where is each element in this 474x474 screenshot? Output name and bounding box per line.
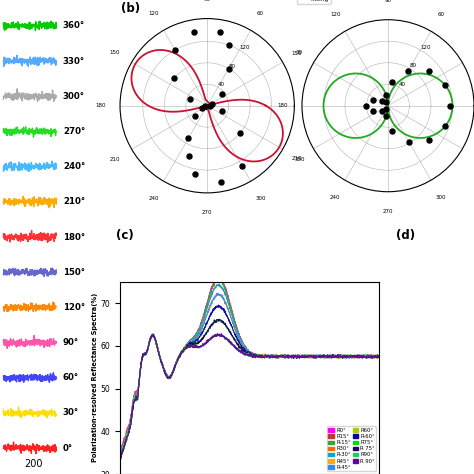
Text: 180°: 180° [63,233,85,242]
Point [186,96,193,103]
Text: 330°: 330° [63,56,85,65]
Legend: R0°, R15°, R-15°, R30°, R-30°, R45°, R-45°, R60°, R-60°, R75°, R 75°, R90°, R 90: R0°, R15°, R-15°, R30°, R-30°, R45°, R-4… [327,426,376,471]
Point [425,137,433,144]
Point [378,107,386,115]
Text: (c): (c) [116,229,134,242]
Text: 90°: 90° [63,338,79,347]
Point [383,112,390,120]
Point [378,97,386,104]
Text: 30°: 30° [63,409,79,418]
Point [185,152,192,160]
Point [404,67,412,74]
Point [209,100,216,108]
Point [191,112,199,120]
Point [383,91,390,99]
Text: 300°: 300° [63,92,85,101]
Text: 210°: 210° [63,197,85,206]
Point [382,106,390,113]
Point [191,28,198,36]
Point [191,171,199,178]
Point [226,41,233,49]
Text: 240°: 240° [63,162,85,171]
Text: 120°: 120° [63,303,85,312]
Point [206,102,214,109]
Point [389,128,396,135]
Point [198,104,206,111]
Point [405,138,413,146]
Point [441,122,448,130]
Text: 360°: 360° [63,21,85,30]
Point [171,46,179,54]
Point [201,102,208,109]
Point [236,129,244,137]
Text: (b): (b) [121,2,140,15]
Point [441,82,448,89]
Point [363,102,370,109]
Point [217,179,225,186]
Point [446,102,454,109]
Point [369,96,377,104]
Legend: $B_{fc}$, Fitting: $B_{fc}$, Fitting [297,0,330,3]
Point [369,108,377,115]
Text: (d): (d) [396,229,415,242]
Y-axis label: Polarization-resolved Reflectance Spectra(%): Polarization-resolved Reflectance Spectr… [92,293,98,463]
Text: 150°: 150° [63,268,85,277]
Point [219,108,226,115]
Point [184,135,192,142]
Point [425,67,433,75]
Point [238,162,246,170]
Text: 270°: 270° [63,127,85,136]
Point [218,90,225,98]
Point [382,98,390,106]
Text: 200: 200 [25,459,43,469]
Point [217,28,224,36]
Point [225,65,232,73]
Text: 0°: 0° [63,444,73,453]
Text: 60°: 60° [63,374,79,383]
Point [388,78,396,86]
Point [171,74,178,82]
